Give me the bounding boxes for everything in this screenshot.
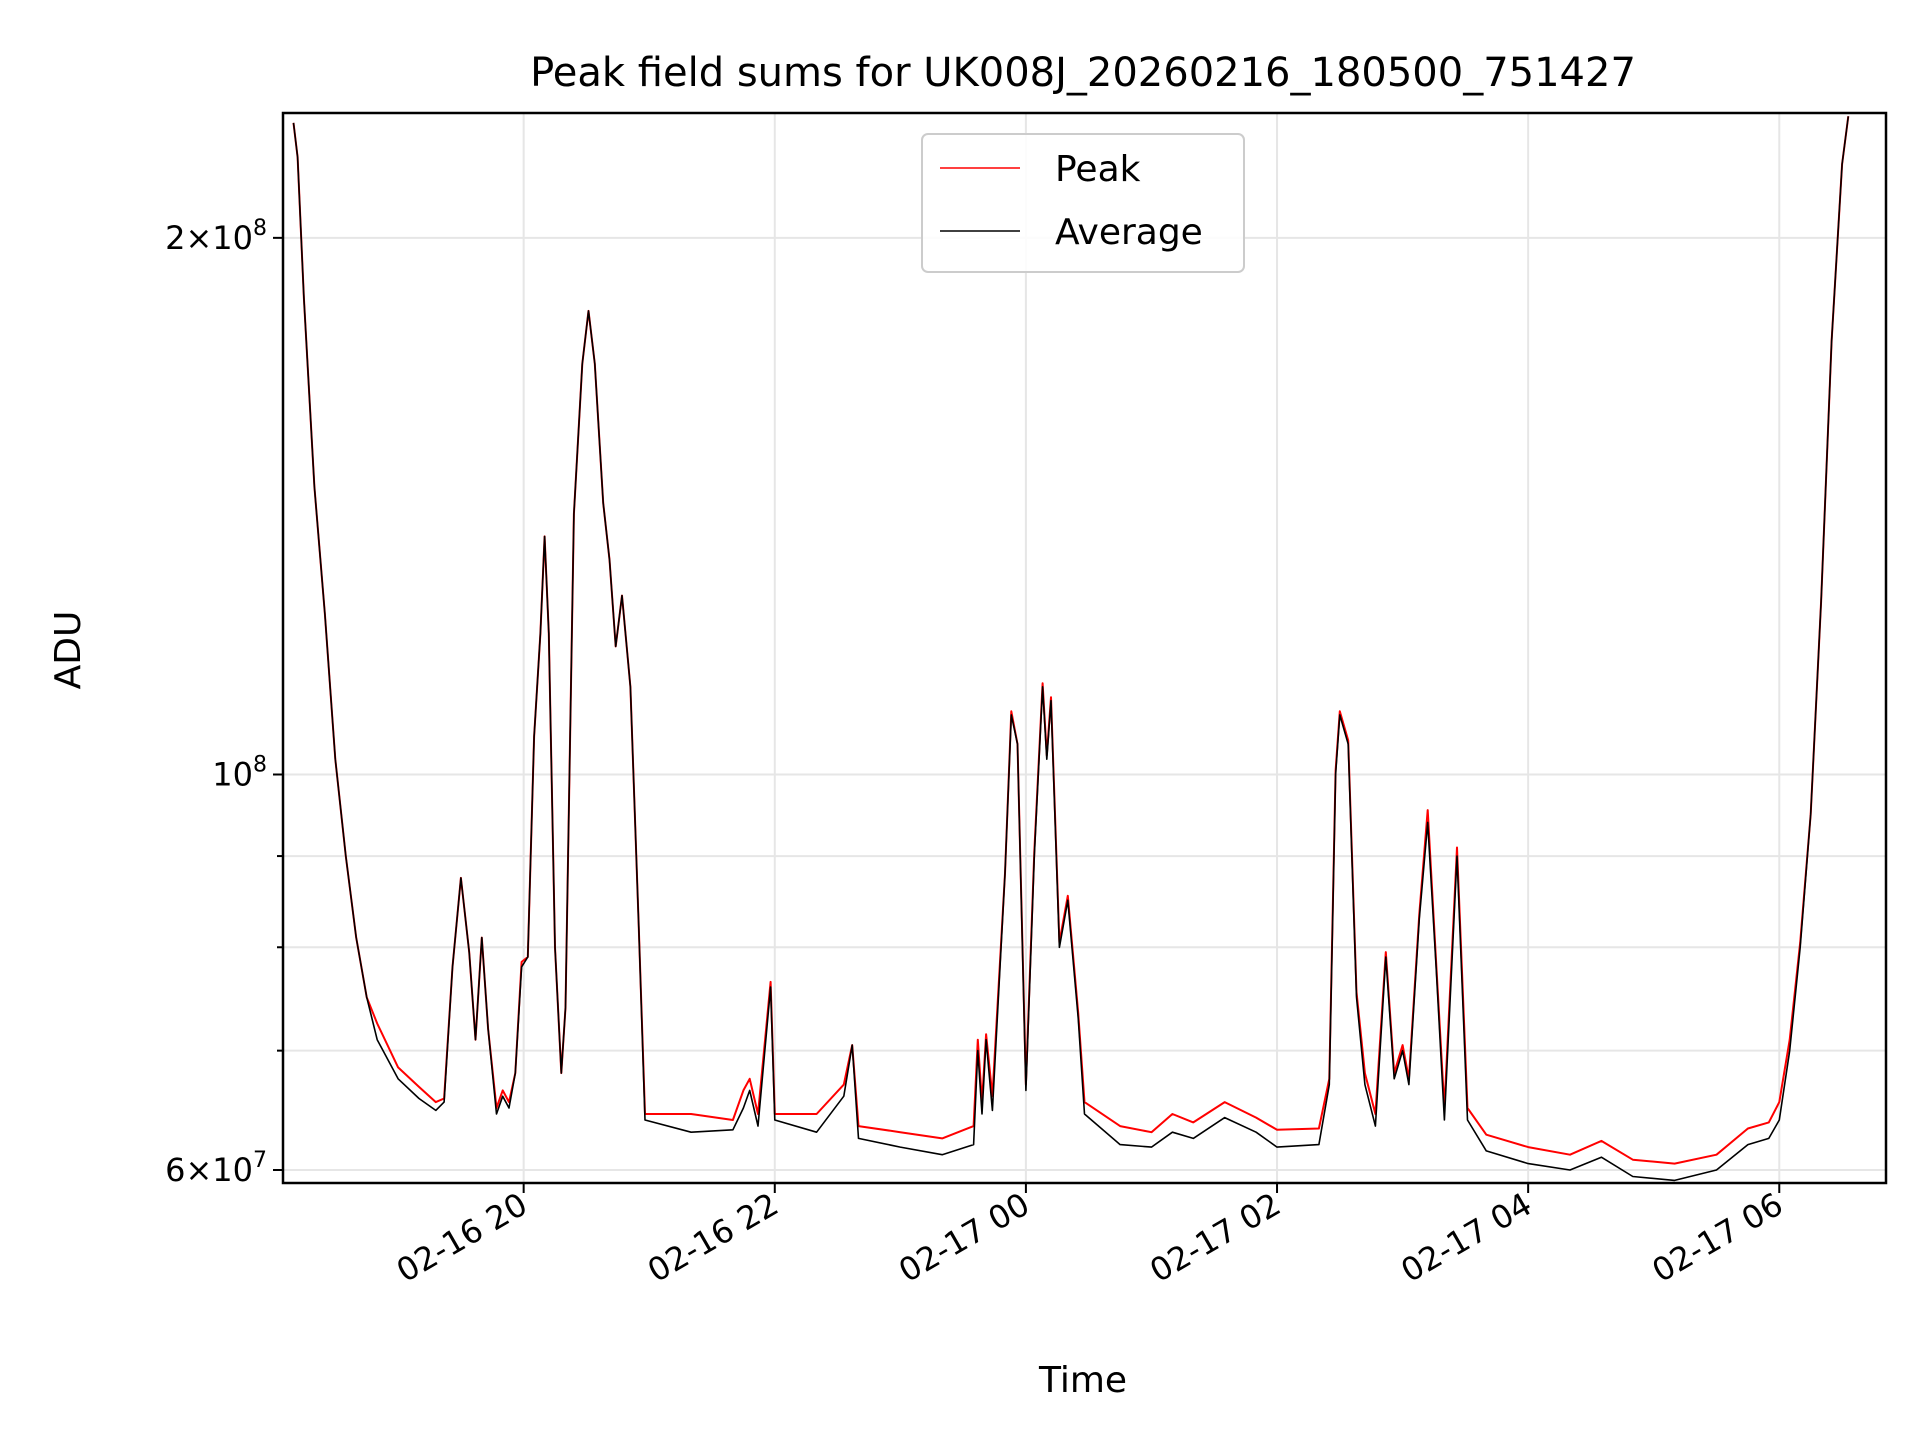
legend-label-average: Average (1055, 212, 1203, 253)
y-axis-label: ADU (48, 611, 89, 690)
y-tick-label: 2×108 (165, 216, 267, 257)
plot-area (292, 116, 1850, 1182)
legend-label-peak: Peak (1055, 149, 1141, 190)
legend: Peak Average (921, 133, 1245, 273)
plot-frame (281, 111, 1888, 1185)
x-axis-label: Time (1038, 1360, 1127, 1401)
series-line-average (292, 116, 1850, 1182)
grid-lines (283, 113, 1886, 1183)
y-tick-label: 6×107 (165, 1148, 267, 1189)
chart-title: Peak field sums for UK008J_20260216_1805… (530, 50, 1636, 96)
